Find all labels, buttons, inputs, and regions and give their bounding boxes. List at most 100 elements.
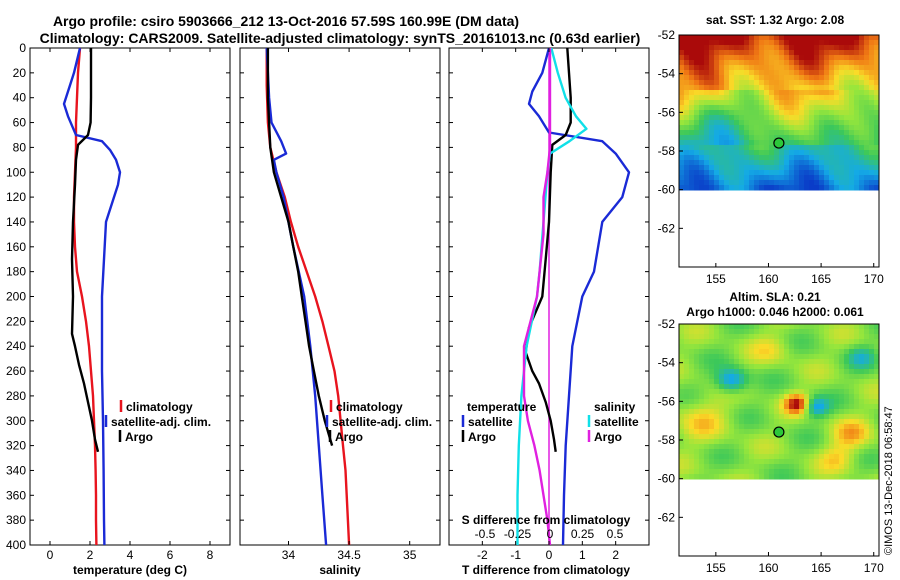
- map-cell: [804, 349, 810, 355]
- map-cell: [839, 110, 845, 116]
- map-cell: [814, 50, 820, 56]
- map-lat-label: -62: [658, 510, 676, 524]
- map-cell: [679, 55, 685, 61]
- map-cell: [774, 394, 780, 400]
- map-cell: [739, 155, 745, 161]
- map-cell: [779, 65, 785, 71]
- map-cell: [824, 85, 830, 91]
- map-cell: [754, 334, 760, 340]
- map-cell: [764, 394, 770, 400]
- map-cell: [844, 110, 850, 116]
- map-cell: [819, 150, 825, 156]
- map-cell: [734, 75, 740, 81]
- map-cell: [699, 115, 705, 121]
- map-cell: [774, 459, 780, 465]
- map-cell: [809, 449, 815, 455]
- map-cell: [799, 155, 805, 161]
- map-cell: [804, 95, 810, 101]
- map-cell: [764, 379, 770, 385]
- depth-tick-label: 220: [6, 314, 26, 328]
- map-cell: [714, 110, 720, 116]
- map-cell: [864, 185, 870, 191]
- map-cell: [694, 419, 700, 425]
- map-cell: [689, 469, 695, 475]
- map-cell: [819, 95, 825, 101]
- map-cell: [689, 359, 695, 365]
- map-cell: [694, 105, 700, 111]
- map-cell: [854, 449, 860, 455]
- map-cell: [859, 329, 865, 335]
- map-cell: [754, 354, 760, 360]
- map-cell: [824, 45, 830, 51]
- map-cell: [704, 444, 710, 450]
- map-cell: [774, 454, 780, 460]
- map-cell: [749, 125, 755, 131]
- map-cell: [739, 115, 745, 121]
- map-cell: [829, 339, 835, 345]
- map-cell: [774, 105, 780, 111]
- map-cell: [859, 175, 865, 181]
- map-cell: [784, 125, 790, 131]
- map-cell: [739, 170, 745, 176]
- map-cell: [834, 170, 840, 176]
- map-cell: [799, 344, 805, 350]
- map-cell: [729, 185, 735, 191]
- map-cell: [804, 130, 810, 136]
- map-cell: [739, 384, 745, 390]
- map-cell: [754, 170, 760, 176]
- map-cell: [794, 419, 800, 425]
- map-cell: [854, 389, 860, 395]
- map-cell: [854, 344, 860, 350]
- map-cell: [874, 474, 879, 480]
- map-cell: [839, 170, 845, 176]
- map-cell: [809, 180, 815, 186]
- map-cell: [719, 349, 725, 355]
- map-cell: [819, 364, 825, 370]
- map-cell: [714, 374, 720, 380]
- map-cell: [814, 140, 820, 146]
- map-cell: [784, 464, 790, 470]
- map-cell: [774, 125, 780, 131]
- map-cell: [789, 399, 795, 405]
- map-cell: [764, 424, 770, 430]
- map-cell: [709, 389, 715, 395]
- map-cell: [714, 155, 720, 161]
- map-cell: [809, 160, 815, 166]
- map-cell: [844, 464, 850, 470]
- map-cell: [819, 469, 825, 475]
- map-cell: [694, 424, 700, 430]
- map-cell: [679, 125, 685, 131]
- map-cell: [729, 394, 735, 400]
- map-cell: [824, 334, 830, 340]
- map-cell: [869, 469, 875, 475]
- map-cell: [824, 324, 830, 330]
- map-cell: [779, 70, 785, 76]
- map-cell: [699, 404, 705, 410]
- map-lat-label: -58: [658, 433, 676, 447]
- map-cell: [714, 369, 720, 375]
- map-cell: [784, 389, 790, 395]
- map-cell: [684, 130, 690, 136]
- map-cell: [804, 324, 810, 330]
- map-cell: [819, 454, 825, 460]
- map-cell: [859, 90, 865, 96]
- map-cell: [744, 474, 750, 480]
- map-cell: [794, 444, 800, 450]
- map-cell: [679, 419, 685, 425]
- map-cell: [814, 60, 820, 66]
- map-cell: [849, 135, 855, 141]
- map-cell: [824, 424, 830, 430]
- map-cell: [819, 100, 825, 106]
- map-cell: [744, 75, 750, 81]
- map-cell: [814, 65, 820, 71]
- map-cell: [759, 359, 765, 365]
- map-cell: [719, 334, 725, 340]
- map-cell: [864, 469, 870, 475]
- map-cell: [804, 454, 810, 460]
- map-cell: [804, 50, 810, 56]
- map-cell: [854, 60, 860, 66]
- map-cell: [839, 45, 845, 51]
- x-tick-label: 4: [127, 548, 134, 562]
- map-cell: [814, 185, 820, 191]
- map-cell: [824, 120, 830, 126]
